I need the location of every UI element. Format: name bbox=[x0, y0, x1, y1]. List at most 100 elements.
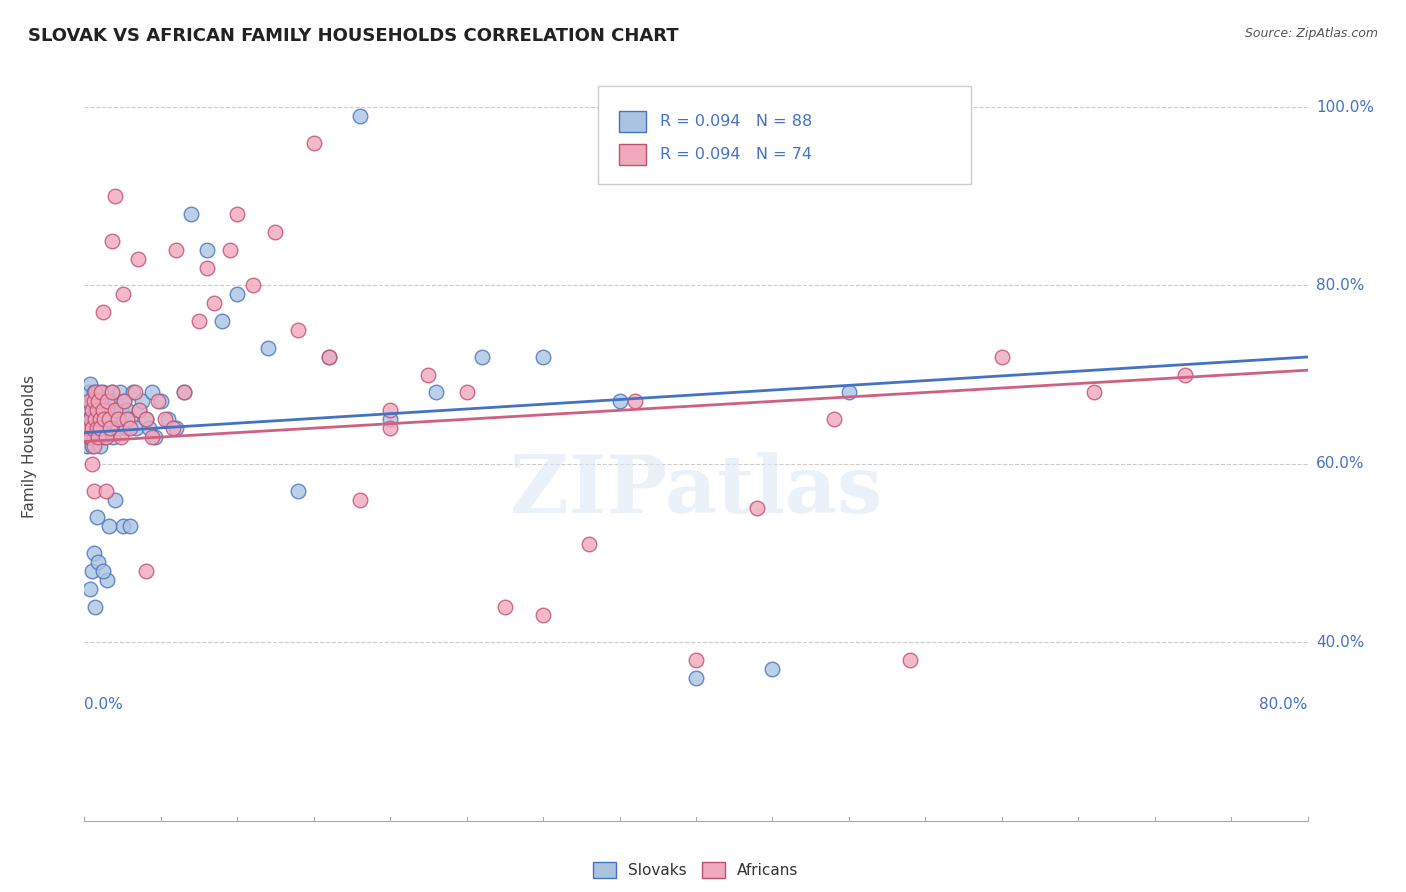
Point bbox=[141, 430, 163, 444]
Point bbox=[98, 421, 121, 435]
Point bbox=[135, 412, 157, 426]
Point bbox=[122, 385, 145, 400]
Point bbox=[90, 412, 112, 426]
Point bbox=[104, 492, 127, 507]
Point bbox=[155, 412, 177, 426]
Point bbox=[101, 385, 124, 400]
Point bbox=[104, 394, 127, 409]
Point bbox=[380, 403, 402, 417]
Point bbox=[898, 653, 921, 667]
Text: SLOVAK VS AFRICAN FAMILY HOUSEHOLDS CORRELATION CHART: SLOVAK VS AFRICAN FAMILY HOUSEHOLDS CORR… bbox=[28, 27, 679, 45]
Point bbox=[107, 421, 129, 435]
Point bbox=[165, 421, 187, 435]
Point bbox=[146, 394, 169, 409]
Point bbox=[131, 394, 153, 409]
Point bbox=[89, 403, 111, 417]
Point bbox=[609, 394, 631, 409]
Point bbox=[97, 403, 120, 417]
Point bbox=[84, 403, 107, 417]
Point bbox=[494, 599, 516, 614]
Text: Source: ZipAtlas.com: Source: ZipAtlas.com bbox=[1244, 27, 1378, 40]
Point bbox=[86, 510, 108, 524]
Point bbox=[162, 421, 184, 435]
Point bbox=[94, 430, 117, 444]
Point bbox=[77, 394, 100, 409]
Point bbox=[302, 136, 325, 150]
Point bbox=[195, 243, 218, 257]
Point bbox=[425, 385, 447, 400]
Point bbox=[75, 421, 97, 435]
Point bbox=[471, 350, 494, 364]
Point bbox=[80, 403, 103, 417]
Point bbox=[180, 207, 202, 221]
Point bbox=[226, 287, 249, 301]
Point bbox=[380, 412, 402, 426]
Point bbox=[86, 430, 108, 444]
Point bbox=[685, 653, 707, 667]
Point bbox=[87, 394, 110, 409]
Point bbox=[79, 582, 101, 596]
Point bbox=[1174, 368, 1197, 382]
Point bbox=[89, 439, 111, 453]
Point bbox=[124, 385, 146, 400]
Point bbox=[531, 350, 554, 364]
Point bbox=[104, 189, 127, 203]
Point bbox=[287, 323, 309, 337]
Point bbox=[93, 412, 115, 426]
Point bbox=[93, 430, 115, 444]
Point bbox=[318, 350, 340, 364]
Point bbox=[86, 403, 108, 417]
Point bbox=[141, 385, 163, 400]
Point bbox=[83, 439, 105, 453]
Point bbox=[202, 296, 225, 310]
Point bbox=[96, 573, 118, 587]
Point bbox=[127, 252, 149, 266]
Point bbox=[89, 421, 111, 435]
Text: R = 0.094   N = 88: R = 0.094 N = 88 bbox=[661, 114, 813, 129]
Point bbox=[90, 394, 112, 409]
Point bbox=[77, 412, 100, 426]
Point bbox=[91, 403, 114, 417]
Point bbox=[103, 430, 125, 444]
Point bbox=[90, 385, 112, 400]
Point bbox=[96, 421, 118, 435]
Point bbox=[173, 385, 195, 400]
Point bbox=[1083, 385, 1105, 400]
Point bbox=[91, 421, 114, 435]
Point bbox=[101, 385, 124, 400]
Point bbox=[418, 368, 440, 382]
Point bbox=[84, 385, 107, 400]
Bar bbox=[619, 112, 645, 132]
Point bbox=[108, 385, 131, 400]
Point bbox=[83, 430, 105, 444]
Point bbox=[349, 109, 371, 123]
Point bbox=[110, 403, 132, 417]
Point bbox=[84, 412, 107, 426]
Point bbox=[114, 421, 136, 435]
Point bbox=[98, 412, 121, 426]
Point bbox=[93, 403, 115, 417]
Point bbox=[84, 599, 107, 614]
Point bbox=[111, 519, 134, 533]
Point bbox=[83, 483, 105, 498]
Point bbox=[195, 260, 218, 275]
Point bbox=[79, 412, 101, 426]
Text: R = 0.094   N = 74: R = 0.094 N = 74 bbox=[661, 147, 813, 162]
Point bbox=[80, 421, 103, 435]
Point bbox=[107, 412, 129, 426]
Point bbox=[101, 234, 124, 248]
Point bbox=[111, 287, 134, 301]
Point bbox=[86, 421, 108, 435]
Point bbox=[83, 546, 105, 560]
Text: 100.0%: 100.0% bbox=[1316, 100, 1374, 114]
Point bbox=[747, 501, 769, 516]
Text: ZIPatlas: ZIPatlas bbox=[510, 452, 882, 530]
Point bbox=[226, 207, 249, 221]
Point bbox=[111, 412, 134, 426]
Point bbox=[77, 430, 100, 444]
Point bbox=[83, 385, 105, 400]
Point bbox=[80, 457, 103, 471]
Point bbox=[79, 376, 101, 391]
Point bbox=[823, 412, 845, 426]
Text: 60.0%: 60.0% bbox=[1316, 457, 1364, 471]
